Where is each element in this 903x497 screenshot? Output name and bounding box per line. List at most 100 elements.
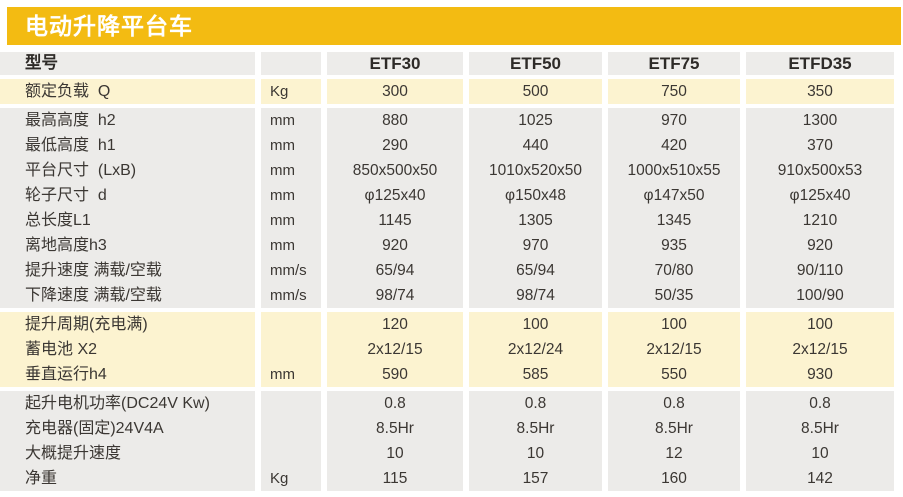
value-cell: 1210 xyxy=(746,208,894,233)
value-cell: 100 xyxy=(608,312,740,337)
table-row: 提升速度 满载/空载 mm/s 65/94 65/94 70/80 90/110 xyxy=(0,258,903,283)
value-cell: 98/74 xyxy=(469,283,602,308)
row-label: 起升电机功率(DC24V Kw) xyxy=(0,391,255,416)
value-cell: 0.8 xyxy=(608,391,740,416)
row-label: 垂直运行h4 xyxy=(0,362,255,387)
value-cell: 880 xyxy=(327,108,463,133)
value-cell: 350 xyxy=(746,79,894,104)
table-row: 离地高度h3 mm 920 970 935 920 xyxy=(0,233,903,258)
value-cell: 1305 xyxy=(469,208,602,233)
unit-cell xyxy=(261,391,321,416)
unit-cell: Kg xyxy=(261,466,321,491)
model-header-label: 型号 xyxy=(0,52,255,75)
unit-cell: Kg xyxy=(261,79,321,104)
table-row: 最低高度 h1 mm 290 440 420 370 xyxy=(0,133,903,158)
table-row: 下降速度 满载/空载 mm/s 98/74 98/74 50/35 100/90 xyxy=(0,283,903,308)
value-cell: 65/94 xyxy=(327,258,463,283)
value-cell: 90/110 xyxy=(746,258,894,283)
value-cell: 1010x520x50 xyxy=(469,158,602,183)
value-cell: 930 xyxy=(746,362,894,387)
value-cell: 10 xyxy=(746,441,894,466)
value-cell: 1345 xyxy=(608,208,740,233)
row-label: 下降速度 满载/空载 xyxy=(0,283,255,308)
value-cell: 0.8 xyxy=(746,391,894,416)
unit-cell xyxy=(261,337,321,362)
row-label: 离地高度h3 xyxy=(0,233,255,258)
value-cell: 0.8 xyxy=(327,391,463,416)
value-cell: 120 xyxy=(327,312,463,337)
value-cell: 2x12/15 xyxy=(608,337,740,362)
table-row: 总长度L1 mm 1145 1305 1345 1210 xyxy=(0,208,903,233)
row-label: 大概提升速度 xyxy=(0,441,255,466)
unit-cell xyxy=(261,312,321,337)
value-cell: 550 xyxy=(608,362,740,387)
value-cell: 1025 xyxy=(469,108,602,133)
value-cell: 115 xyxy=(327,466,463,491)
column-header-etfd35: ETFD35 xyxy=(746,52,894,75)
value-cell: 850x500x50 xyxy=(327,158,463,183)
table-row: 额定负载 Q Kg 300 500 750 350 xyxy=(0,79,903,104)
row-label: 平台尺寸 (LxB) xyxy=(0,158,255,183)
table-row: 净重 Kg 115 157 160 142 xyxy=(0,466,903,491)
value-cell: 1300 xyxy=(746,108,894,133)
table-row: 提升周期(充电满) 120 100 100 100 xyxy=(0,312,903,337)
table-header-row: 型号 ETF30 ETF50 ETF75 ETFD35 xyxy=(0,52,903,75)
value-cell: 0.8 xyxy=(469,391,602,416)
value-cell: φ125x40 xyxy=(746,183,894,208)
value-cell: 8.5Hr xyxy=(746,416,894,441)
value-cell: 8.5Hr xyxy=(469,416,602,441)
value-cell: 500 xyxy=(469,79,602,104)
value-cell: 935 xyxy=(608,233,740,258)
value-cell: 300 xyxy=(327,79,463,104)
row-label: 额定负载 Q xyxy=(0,79,255,104)
unit-cell: mm xyxy=(261,233,321,258)
row-label: 净重 xyxy=(0,466,255,491)
unit-cell xyxy=(261,416,321,441)
title-banner: 电动升降平台车 xyxy=(7,7,901,45)
row-label: 提升速度 满载/空载 xyxy=(0,258,255,283)
value-cell: 370 xyxy=(746,133,894,158)
unit-cell: mm/s xyxy=(261,283,321,308)
unit-cell xyxy=(261,441,321,466)
column-header-etf75: ETF75 xyxy=(608,52,740,75)
row-label: 最高高度 h2 xyxy=(0,108,255,133)
value-cell: φ150x48 xyxy=(469,183,602,208)
value-cell: 970 xyxy=(469,233,602,258)
value-cell: 98/74 xyxy=(327,283,463,308)
value-cell: 1000x510x55 xyxy=(608,158,740,183)
value-cell: 1145 xyxy=(327,208,463,233)
row-label: 充电器(固定)24V4A xyxy=(0,416,255,441)
value-cell: 65/94 xyxy=(469,258,602,283)
value-cell: 157 xyxy=(469,466,602,491)
value-cell: 440 xyxy=(469,133,602,158)
value-cell: 12 xyxy=(608,441,740,466)
value-cell: 2x12/15 xyxy=(746,337,894,362)
row-label: 轮子尺寸 d xyxy=(0,183,255,208)
table-row: 大概提升速度 10 10 12 10 xyxy=(0,441,903,466)
value-cell: 100/90 xyxy=(746,283,894,308)
row-label: 蓄电池 X2 xyxy=(0,337,255,362)
value-cell: 420 xyxy=(608,133,740,158)
value-cell: 290 xyxy=(327,133,463,158)
table-block: 提升周期(充电满) 120 100 100 100 蓄电池 X2 2x12/15 2x12/2… xyxy=(0,312,903,387)
value-cell: 10 xyxy=(469,441,602,466)
unit-cell: mm xyxy=(261,133,321,158)
row-label: 最低高度 h1 xyxy=(0,133,255,158)
value-cell: φ125x40 xyxy=(327,183,463,208)
table-block: 起升电机功率(DC24V Kw) 0.8 0.8 0.8 0.8 充电器(固定)24V4A… xyxy=(0,391,903,491)
table-row: 起升电机功率(DC24V Kw) 0.8 0.8 0.8 0.8 xyxy=(0,391,903,416)
value-cell: 2x12/24 xyxy=(469,337,602,362)
table-row: 轮子尺寸 d mm φ125x40 φ150x48 φ147x50 φ125x40 xyxy=(0,183,903,208)
value-cell: 585 xyxy=(469,362,602,387)
unit-cell: mm/s xyxy=(261,258,321,283)
value-cell: 160 xyxy=(608,466,740,491)
value-cell: 8.5Hr xyxy=(608,416,740,441)
row-label: 提升周期(充电满) xyxy=(0,312,255,337)
value-cell: 100 xyxy=(746,312,894,337)
unit-cell: mm xyxy=(261,108,321,133)
value-cell: 50/35 xyxy=(608,283,740,308)
unit-header-cell xyxy=(261,52,321,75)
value-cell: 70/80 xyxy=(608,258,740,283)
value-cell: 920 xyxy=(327,233,463,258)
